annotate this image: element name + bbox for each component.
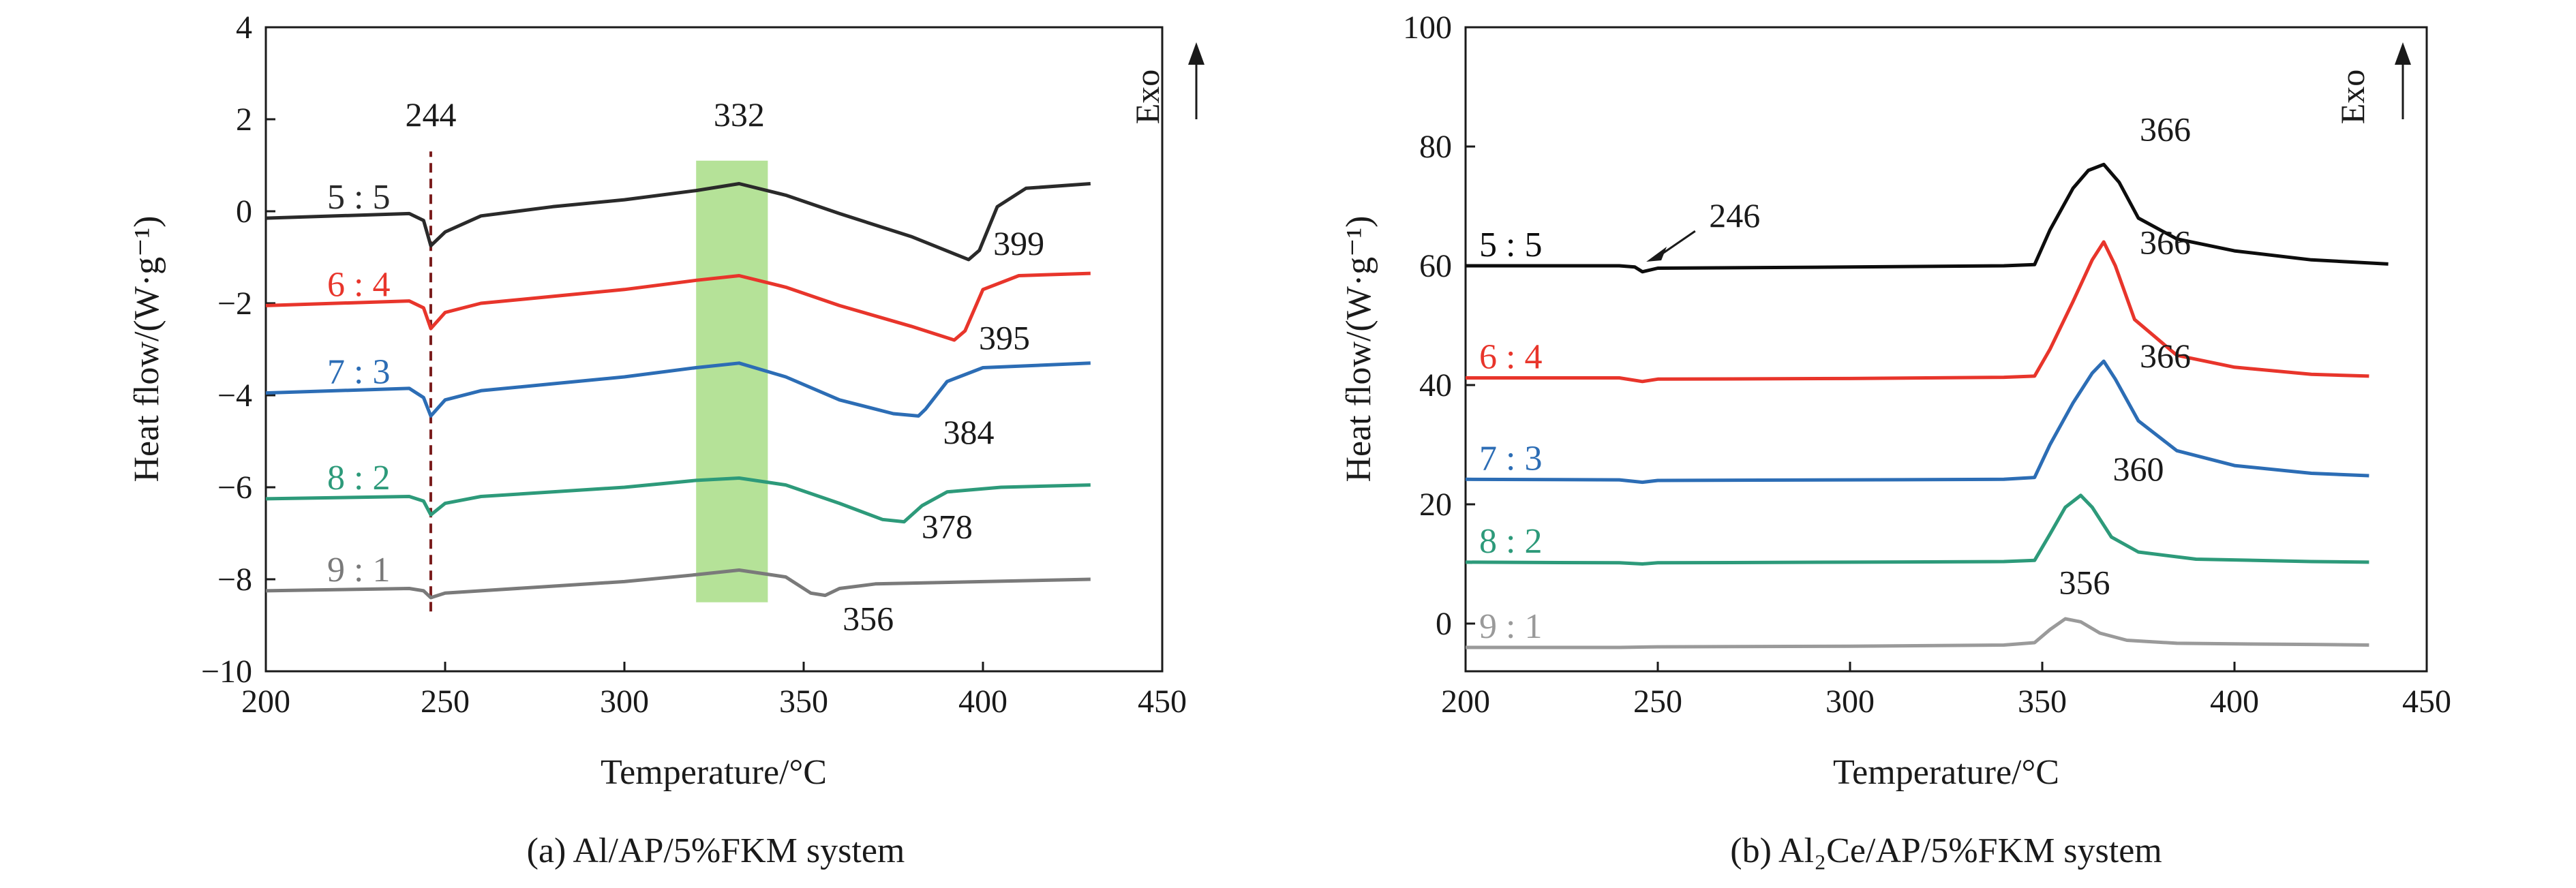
panel-b-y-tick-label: 100 <box>1403 10 1452 46</box>
panel-a-series-line-4 <box>265 476 1091 524</box>
panel-a-x-tick-label: 250 <box>421 684 470 720</box>
panel-b-series-line-2 <box>1466 240 2369 384</box>
panel-b-x-tick-label: 400 <box>2210 684 2259 720</box>
panel-a-x-axis-label: Temperature/°C <box>601 753 827 792</box>
panel-a-peak-annotation-2: 332 <box>714 95 765 134</box>
panel-a-plot-frame <box>264 26 1164 673</box>
panel-b-y-tick-label: 40 <box>1419 367 1452 403</box>
panel-b-x-axis-label: Temperature/°C <box>1833 753 2059 792</box>
panel-b-peak-annotation-5: 360 <box>2113 450 2164 488</box>
panel-a-x-tick-label: 350 <box>779 684 828 720</box>
panel-a-series-line-1 <box>265 182 1091 262</box>
panel-b-y-tick-label: 60 <box>1419 248 1452 284</box>
panel-a-y-tick-label: −10 <box>201 654 252 690</box>
panel-a-y-tick-label: −2 <box>217 286 252 322</box>
panel-a-peak-annotation-4: 395 <box>979 319 1030 357</box>
panel-a-peak-annotation-7: 356 <box>843 599 894 637</box>
panel-a-x-tick-label: 200 <box>241 684 290 720</box>
panel-a-y-tick-label: −6 <box>217 470 252 506</box>
panel-b-peak-annotation-1: 246 <box>1709 196 1760 234</box>
panel-b-series-line-4 <box>1465 493 2369 566</box>
panel-a-series-label-1: 5 : 5 <box>327 178 390 217</box>
panel-a-y-tick-label: 4 <box>236 10 252 46</box>
panel-b-peak-annotation-6: 356 <box>2059 563 2110 601</box>
panel-b-plot-frame <box>1464 26 2428 673</box>
panel-b-arrow-head-icon <box>1646 247 1667 262</box>
panel-b-y-tick-label: 20 <box>1419 487 1452 523</box>
panel-b-series-label-2: 6 : 4 <box>1479 338 1542 377</box>
panel-b-peak-annotation-2: 366 <box>2140 110 2191 148</box>
panel-a-exo-label: Exo <box>1128 70 1166 125</box>
panel-a-shaded-region <box>696 160 768 602</box>
panel-b-x-tick-label: 450 <box>2402 684 2451 720</box>
panel-a-y-axis-label: Heat flow/(W·g⁻¹) <box>127 216 166 483</box>
panel-a-series-line-2 <box>265 271 1091 342</box>
panel-b-x-tick-label: 250 <box>1633 684 1682 720</box>
panel-a-y-tick-label: 0 <box>236 194 252 230</box>
panel-a-x-tick-label: 450 <box>1138 684 1187 720</box>
panel-b-series-label-4: 8 : 2 <box>1479 522 1542 561</box>
panel-a-y-tick-label: −8 <box>217 562 252 598</box>
panel-b-x-tick-label: 300 <box>1825 684 1875 720</box>
panel-a-peak-annotation-6: 378 <box>922 507 973 545</box>
panel-a-exo-arrow-icon <box>1188 42 1204 119</box>
panel-a-series-line-5 <box>265 568 1091 600</box>
panel-a-chart: 200 250 300 350 400 450 4 2 0 −2 −4 −6 −8 −10 5 : 5 6 :… <box>127 10 1204 870</box>
panel-b-x-tick-label: 200 <box>1441 684 1490 720</box>
panel-b-series-line-1 <box>1466 162 2389 274</box>
panel-b-x-tick-label: 350 <box>2018 684 2067 720</box>
panel-a-caption: (a) Al/AP/5%FKM system <box>527 831 905 870</box>
panel-a-y-tick-label: −4 <box>217 378 252 414</box>
panel-b-series-line-3 <box>1465 359 2369 485</box>
panel-b-exo-label: Exo <box>2333 70 2372 125</box>
panel-b-peak-annotation-4: 366 <box>2140 337 2191 375</box>
panel-a-y-tick-label: 2 <box>236 102 252 138</box>
panel-b-exo-arrow-icon <box>2395 42 2411 119</box>
panel-a-series-label-5: 9 : 1 <box>327 551 390 590</box>
panel-a-series-label-4: 8 : 2 <box>327 459 390 497</box>
panel-b-series-label-3: 7 : 3 <box>1479 439 1542 478</box>
panel-a-x-tick-label: 300 <box>600 684 649 720</box>
panel-a-series-label-2: 6 : 4 <box>327 265 390 304</box>
panel-b-y-axis-label: Heat flow/(W·g⁻¹) <box>1339 216 1378 483</box>
panel-a-x-tick-label: 400 <box>958 684 1007 720</box>
panel-b-series-label-5: 9 : 1 <box>1479 607 1542 646</box>
panel-a-series-label-3: 7 : 3 <box>327 353 390 392</box>
panel-b-y-tick-label: 80 <box>1419 129 1452 165</box>
panel-b-series-label-1: 5 : 5 <box>1479 226 1542 264</box>
panel-b-arrow-line <box>1658 230 1696 258</box>
panel-b-caption: (b) Al₂Ce/AP/5%FKM system <box>1730 831 2162 870</box>
panel-b-peak-annotation-3: 366 <box>2140 224 2191 262</box>
panel-a-peak-annotation-5: 384 <box>943 413 994 451</box>
panel-a-peak-annotation-1: 244 <box>405 95 456 134</box>
panel-a-peak-annotation-3: 399 <box>993 224 1044 262</box>
panel-a-series-line-3 <box>265 361 1091 418</box>
panel-b-y-tick-label: 0 <box>1436 606 1452 642</box>
panel-b-series-line-5 <box>1466 617 2369 649</box>
